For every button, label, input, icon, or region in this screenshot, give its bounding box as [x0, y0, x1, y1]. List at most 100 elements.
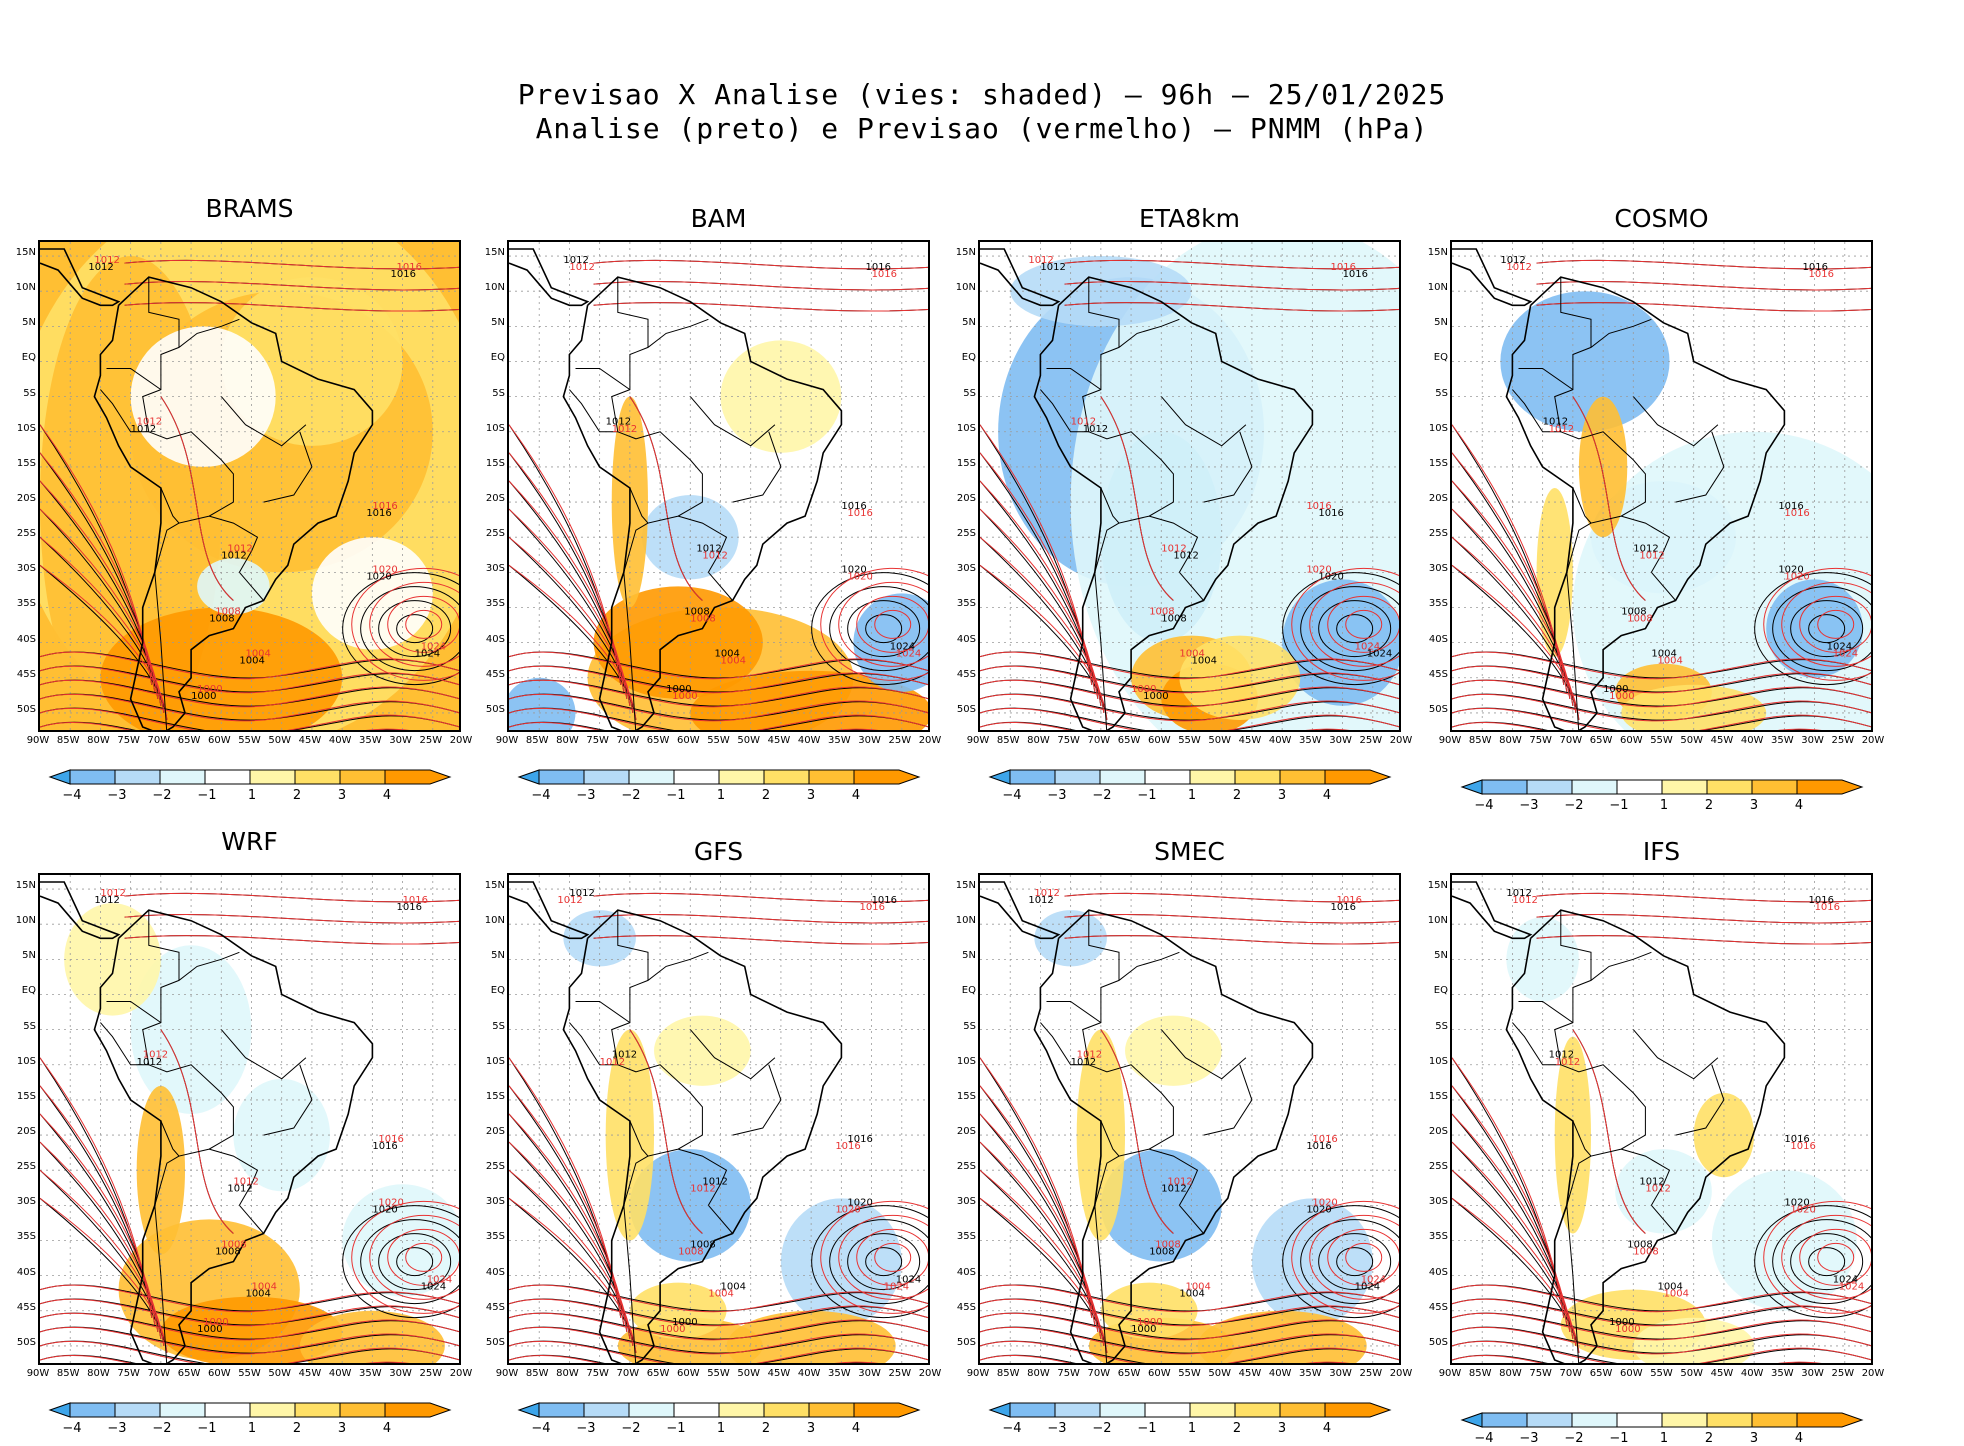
- isobar-south: [1452, 707, 1871, 730]
- lat-tick-label: 5N: [1434, 317, 1448, 329]
- colorbar-label: 2: [761, 1421, 771, 1436]
- isobar-label: 1012: [94, 895, 119, 906]
- colorbar-label: 4: [382, 788, 392, 803]
- lon-tick-label: 70W: [616, 1368, 640, 1379]
- map-panel-gfs: 1000 1004 1008 1012 1016 1020 1024 1012 1012 1016…: [507, 873, 930, 1365]
- isobar-label: 1012: [1639, 550, 1664, 561]
- lat-tick-label: EQ: [961, 985, 976, 997]
- colorbar-bin: [763, 769, 810, 785]
- isobar-pacific: [1452, 1085, 1568, 1325]
- colorbar-label: 1: [1659, 1431, 1669, 1446]
- lon-tick-label: 40W: [797, 1368, 821, 1379]
- isobar-high: [378, 600, 452, 658]
- lon-tick-label: 85W: [996, 1368, 1020, 1379]
- lat-tick-label: 35S: [956, 1231, 976, 1243]
- isobar-south: [980, 665, 1399, 694]
- isobar-label: 1020: [1778, 564, 1803, 575]
- isobar-label: 1008: [678, 1247, 703, 1258]
- colorbar-label: −2: [621, 1421, 641, 1436]
- lon-tick-label: 65W: [646, 735, 670, 746]
- isobar-pacific: [40, 1197, 168, 1353]
- isobar-high: [387, 595, 459, 653]
- isobar-north: [124, 935, 459, 945]
- coastline: [1033, 909, 1314, 1363]
- lat-tick-label: 20S: [485, 1126, 505, 1138]
- lat-tick-label: 40S: [16, 1266, 36, 1278]
- isobar-south: [40, 722, 410, 730]
- colorbar-arrow-high: [853, 769, 921, 785]
- colorbar-label: −2: [1092, 788, 1112, 803]
- lat-tick-label: 35S: [16, 598, 36, 610]
- isobar-label: 1012: [702, 550, 727, 561]
- lon-tick-label: 65W: [1589, 1368, 1613, 1379]
- lon-tick-label: 60W: [1147, 735, 1171, 746]
- coastline: [1033, 276, 1314, 730]
- isobar-south: [980, 1298, 1399, 1327]
- isobar-label: 1012: [221, 550, 246, 561]
- colorbar-arrow-high: [1796, 779, 1864, 795]
- country-border: [1082, 951, 1180, 1157]
- country-border: [1088, 910, 1120, 981]
- isobar-pacific: [1452, 564, 1580, 720]
- lat-tick-label: 35S: [485, 1231, 505, 1243]
- map-panel-eta8km: 1000 1004 1008 1012 1016 1020 1024 1012 1012 1016…: [978, 240, 1401, 732]
- isobar-label: 1024: [427, 1275, 452, 1286]
- isobar-high: [1300, 1219, 1399, 1305]
- lat-tick-label: 15N: [484, 247, 505, 259]
- colorbar-label: 1: [1187, 1421, 1197, 1436]
- lon-tick-label: 20W: [1389, 1368, 1413, 1379]
- isobar-label: 1012: [1506, 262, 1531, 273]
- colorbar-bin: [339, 1402, 386, 1418]
- isobar-high: [369, 581, 459, 667]
- country-border: [148, 277, 180, 348]
- isobar-label: 1012: [1500, 255, 1525, 266]
- lon-tick-label: 35W: [1299, 1368, 1322, 1379]
- isobar-high: [1309, 581, 1399, 667]
- lon-tick-label: 80W: [1499, 1368, 1522, 1379]
- lon-tick-label: 45W: [298, 735, 322, 746]
- lat-tick-label: 15S: [1428, 1090, 1448, 1102]
- colorbar-bin: [1234, 769, 1281, 785]
- lat-tick-label: 30S: [485, 1196, 505, 1208]
- isobar-high: [865, 1247, 903, 1277]
- lat-tick-label: 15N: [1427, 880, 1448, 892]
- isobar-high: [1318, 1233, 1392, 1291]
- isobar-pacific: [980, 1197, 1108, 1353]
- lon-tick-label: 40W: [1740, 1368, 1764, 1379]
- colorbar-bin: [1481, 779, 1528, 795]
- isobar-south: [40, 707, 459, 730]
- colorbar-bin: [1054, 1402, 1101, 1418]
- colorbar-bin: [69, 1402, 116, 1418]
- lon-tick-label: 55W: [238, 1368, 261, 1379]
- isobar-label: 1004: [708, 1289, 733, 1300]
- country-border: [1094, 1155, 1120, 1363]
- colorbar-label: 3: [337, 788, 347, 803]
- isobar-label: 1020: [847, 1197, 872, 1208]
- isobar-label: 1012: [1549, 424, 1574, 435]
- colorbar-arrow-high: [1796, 1412, 1864, 1428]
- isobar-north: [1064, 259, 1399, 270]
- country-border: [1621, 1148, 1671, 1206]
- colorbar-bin: [673, 1402, 720, 1418]
- lon-tick-label: 55W: [707, 735, 730, 746]
- lon-tick-label: 25W: [888, 1368, 912, 1379]
- colorbar-label: −1: [666, 788, 686, 803]
- isobar-north: [593, 935, 928, 945]
- isobar-label: 1012: [1639, 1176, 1664, 1187]
- isobar-high: [874, 1242, 912, 1272]
- isobar-high: [856, 1228, 928, 1286]
- colorbar-bin: [718, 1402, 765, 1418]
- isobar-south: [40, 1298, 459, 1327]
- isobar-label: 1016: [1318, 508, 1343, 519]
- lon-tick-label: 50W: [268, 1368, 292, 1379]
- isobar-label: 1008: [221, 1240, 246, 1251]
- isobar-high: [811, 1205, 928, 1319]
- colorbar-arrow-high: [384, 1402, 452, 1418]
- lon-tick-label: 55W: [1650, 735, 1673, 746]
- colorbar-bin: [249, 769, 296, 785]
- country-border: [1149, 515, 1199, 573]
- colorbar-arrow-high: [1324, 1402, 1392, 1418]
- lat-tick-label: 25S: [16, 528, 36, 540]
- country-border: [575, 1001, 631, 1024]
- colorbar-bin: [339, 769, 386, 785]
